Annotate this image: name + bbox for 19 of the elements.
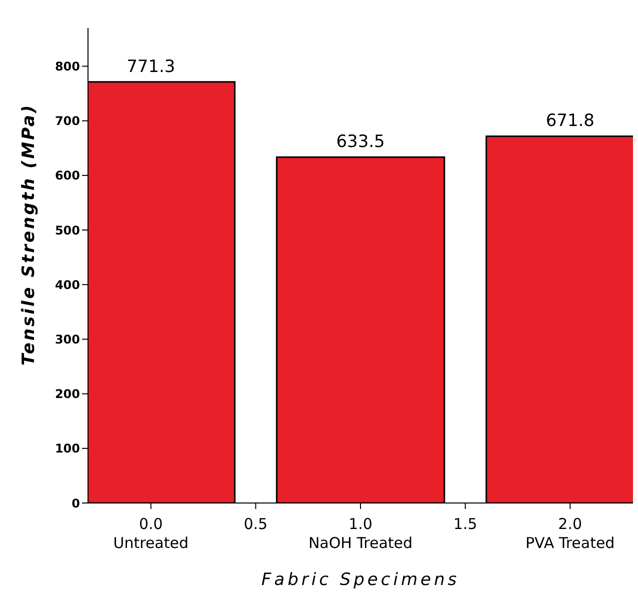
- data-label: 633.5: [336, 132, 385, 152]
- y-axis-title: Tensile Strength (MPa): [19, 103, 40, 366]
- x-tick-label: 2.0 PVA Treated: [526, 515, 615, 552]
- data-label: 671.8: [546, 111, 594, 132]
- y-tick-label: 200: [54, 387, 80, 402]
- y-tick-label: 600: [54, 168, 80, 183]
- y-tick-label: 800: [54, 59, 80, 74]
- y-tick-label: 700: [54, 114, 80, 128]
- y-tick-label: 0: [72, 496, 80, 510]
- y-tick-label: 400: [54, 278, 80, 292]
- y-tick-label: 300: [54, 332, 80, 346]
- x-axis-title: Fabric Specimens: [261, 570, 460, 590]
- x-tick-label: 1.0 NaOH Treated: [308, 515, 413, 552]
- x-tick-label: 0.5: [244, 515, 268, 533]
- y-tick-label: 500: [54, 223, 80, 238]
- y-tick-label: 100: [54, 442, 80, 456]
- x-tick-label: 0.0 Untreated: [113, 515, 189, 552]
- x-tick-label: 1.5: [453, 515, 478, 533]
- data-label: 771.3: [126, 56, 176, 77]
